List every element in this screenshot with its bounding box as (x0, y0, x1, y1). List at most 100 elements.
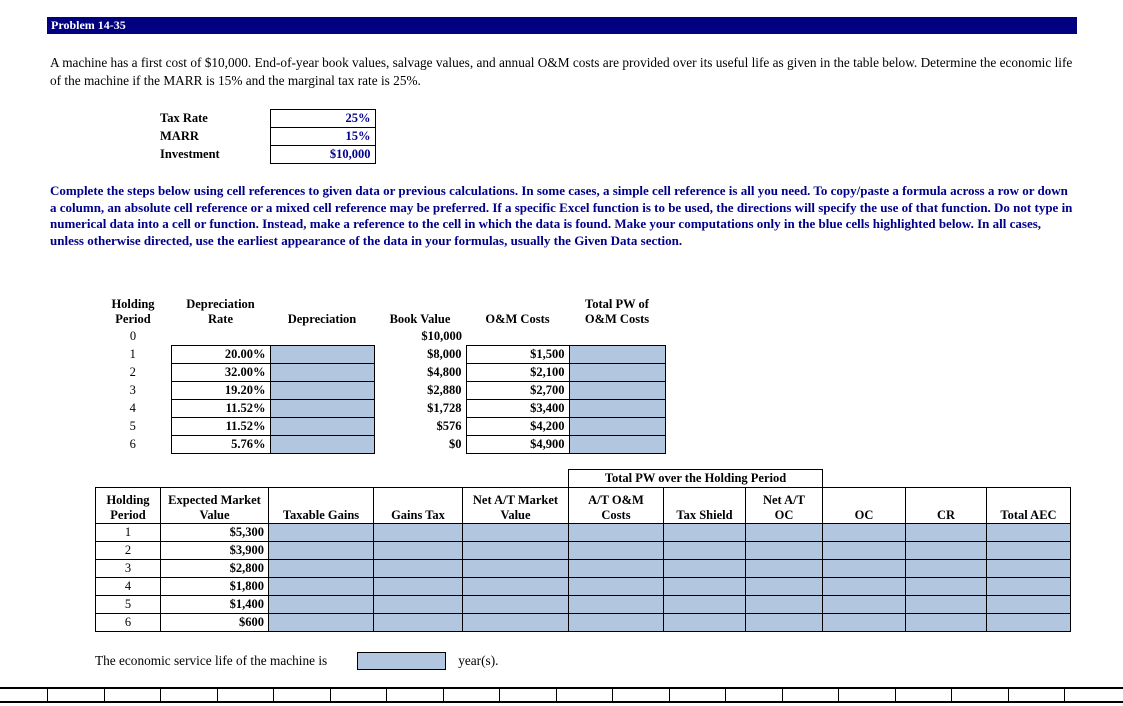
grid-tick (273, 689, 274, 701)
total-pw-om-input-cell[interactable] (568, 434, 666, 454)
at-om-costs-input-cell[interactable] (568, 523, 664, 542)
column-header: CR (905, 487, 987, 524)
gains-tax-input-cell[interactable] (373, 523, 463, 542)
oc-input-cell[interactable] (822, 613, 906, 632)
net-at-oc-input-cell[interactable] (745, 523, 823, 542)
total-aec-input-cell[interactable] (986, 541, 1071, 560)
title-bar: Problem 14-35 (47, 17, 1077, 34)
net-at-market-value-input-cell[interactable] (462, 541, 569, 560)
tax-shield-input-cell[interactable] (663, 595, 746, 614)
net-at-oc-input-cell[interactable] (745, 595, 823, 614)
grid-tick (951, 689, 952, 701)
aec-table-row: 3 $2,800 (95, 559, 1071, 578)
depreciation-rate-cell: 32.00% (170, 362, 271, 382)
cr-input-cell[interactable] (905, 577, 987, 596)
expected-market-value-cell: $1,800 (160, 577, 269, 596)
column-header: Expected Market Value (160, 487, 269, 524)
economic-life-input-cell[interactable] (357, 652, 447, 670)
total-aec-input-cell[interactable] (986, 559, 1071, 578)
grid-tick (555, 689, 557, 701)
given-data-label: Tax Rate (160, 111, 208, 125)
given-data-row: Tax Rate 25% (160, 109, 376, 128)
depreciation-input-cell (270, 327, 374, 345)
om-cost-cell: $2,700 (465, 380, 570, 400)
taxable-gains-input-cell[interactable] (268, 541, 374, 560)
taxable-gains-input-cell[interactable] (268, 595, 374, 614)
total-pw-om-input-cell[interactable] (568, 344, 666, 364)
book-value-cell: $576 (436, 418, 462, 433)
book-value-cell: $4,800 (427, 364, 462, 379)
aec-header-row: Holding Period Expected Market Value Taxab… (95, 487, 1071, 524)
oc-input-cell[interactable] (822, 523, 906, 542)
oc-input-cell[interactable] (822, 595, 906, 614)
depreciation-input-cell[interactable] (269, 380, 375, 400)
total-aec-input-cell[interactable] (986, 613, 1071, 632)
column-header: Tax Shield (663, 487, 746, 524)
aec-table-row: 5 $1,400 (95, 595, 1071, 614)
oc-input-cell[interactable] (822, 577, 906, 596)
gains-tax-input-cell[interactable] (373, 559, 463, 578)
total-pw-om-input-cell[interactable] (568, 362, 666, 382)
gains-tax-input-cell[interactable] (373, 541, 463, 560)
net-at-market-value-input-cell[interactable] (462, 595, 569, 614)
total-pw-om-input-cell[interactable] (568, 416, 666, 436)
column-header: Taxable Gains (268, 487, 374, 524)
book-value-cell: $2,880 (427, 382, 462, 397)
cr-input-cell[interactable] (905, 559, 987, 578)
net-at-market-value-input-cell[interactable] (462, 613, 569, 632)
om-cost-cell: $1,500 (465, 344, 570, 364)
om-cost-cell: $4,900 (465, 434, 570, 454)
tax-shield-input-cell[interactable] (663, 559, 746, 578)
cr-input-cell[interactable] (905, 613, 987, 632)
taxable-gains-input-cell[interactable] (268, 523, 374, 542)
at-om-costs-input-cell[interactable] (568, 577, 664, 596)
tax-shield-input-cell[interactable] (663, 541, 746, 560)
column-header: Gains Tax (373, 487, 463, 524)
cr-input-cell[interactable] (905, 523, 987, 542)
oc-input-cell[interactable] (822, 559, 906, 578)
at-om-costs-input-cell[interactable] (568, 541, 664, 560)
gains-tax-input-cell[interactable] (373, 613, 463, 632)
net-at-market-value-input-cell[interactable] (462, 523, 569, 542)
at-om-costs-input-cell[interactable] (568, 595, 664, 614)
net-at-oc-input-cell[interactable] (745, 613, 823, 632)
total-pw-om-input-cell[interactable] (568, 398, 666, 418)
total-pw-om-input-cell[interactable] (568, 380, 666, 400)
tax-shield-input-cell[interactable] (663, 523, 746, 542)
net-at-oc-input-cell[interactable] (745, 577, 823, 596)
depreciation-input-cell[interactable] (269, 434, 375, 454)
taxable-gains-input-cell[interactable] (268, 559, 374, 578)
cr-input-cell[interactable] (905, 595, 987, 614)
book-value-cell: $1,728 (427, 400, 462, 415)
book-value-cell: $0 (449, 436, 462, 451)
expected-market-value-cell: $5,300 (160, 523, 269, 542)
grid-tick (838, 689, 839, 701)
total-aec-input-cell[interactable] (986, 523, 1071, 542)
oc-input-cell[interactable] (822, 541, 906, 560)
gains-tax-input-cell[interactable] (373, 577, 463, 596)
total-aec-input-cell[interactable] (986, 595, 1071, 614)
net-at-market-value-input-cell[interactable] (462, 559, 569, 578)
depreciation-input-cell[interactable] (269, 398, 375, 418)
tax-shield-input-cell[interactable] (663, 577, 746, 596)
net-at-oc-input-cell[interactable] (745, 541, 823, 560)
cr-input-cell[interactable] (905, 541, 987, 560)
depreciation-input-cell[interactable] (269, 362, 375, 382)
taxable-gains-input-cell[interactable] (268, 577, 374, 596)
total-aec-input-cell[interactable] (986, 577, 1071, 596)
dep-table-row: 4 11.52% $1,728 $3,400 (95, 398, 666, 418)
tax-shield-input-cell[interactable] (663, 613, 746, 632)
gains-tax-input-cell[interactable] (373, 595, 463, 614)
net-at-market-value-input-cell[interactable] (462, 577, 569, 596)
taxable-gains-input-cell[interactable] (268, 613, 374, 632)
at-om-costs-input-cell[interactable] (568, 559, 664, 578)
grid-tick (894, 689, 896, 701)
expected-market-value-cell: $1,400 (160, 595, 269, 614)
holding-period-cell: 6 (95, 613, 161, 632)
depreciation-input-cell[interactable] (269, 416, 375, 436)
depreciation-input-cell[interactable] (269, 344, 375, 364)
net-at-oc-input-cell[interactable] (745, 559, 823, 578)
holding-period-cell: 4 (129, 400, 136, 415)
holding-period-cell: 5 (95, 595, 161, 614)
at-om-costs-input-cell[interactable] (568, 613, 664, 632)
